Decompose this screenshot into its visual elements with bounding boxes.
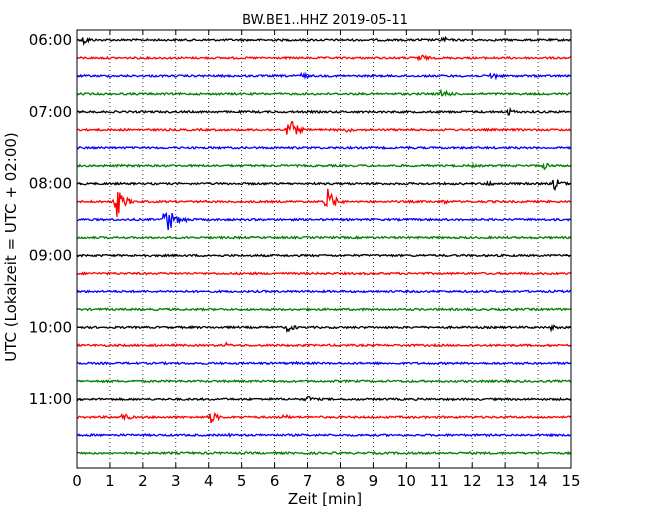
trace-0700 — [76, 106, 572, 116]
x-tick-label: 7 — [303, 472, 313, 490]
x-tick-label: 4 — [204, 472, 214, 490]
x-tick-label: 2 — [138, 472, 148, 490]
x-tick-label: 14 — [529, 472, 548, 490]
x-tick-label: 1 — [105, 472, 115, 490]
y-axis-label: UTC (Lokalzeit = UTC + 02:00) — [2, 132, 20, 362]
trace-1030 — [76, 360, 572, 366]
x-tick-label: 5 — [237, 472, 247, 490]
chart-title: BW.BE1..HHZ 2019-05-11 — [242, 13, 408, 28]
trace-0900 — [76, 253, 572, 258]
trace-0945 — [76, 306, 572, 312]
trace-1145 — [76, 450, 572, 456]
trace-1115 — [76, 412, 572, 424]
trace-0815 — [76, 188, 572, 217]
y-tick-label: 08:00 — [29, 175, 72, 193]
x-tick-label: 3 — [171, 472, 181, 490]
x-tick-label: 10 — [397, 472, 416, 490]
x-tick-label: 12 — [463, 472, 482, 490]
y-tick-label: 07:00 — [29, 103, 72, 121]
trace-0600 — [76, 35, 572, 47]
x-tick-label: 8 — [336, 472, 346, 490]
x-tick-label: 0 — [72, 472, 82, 490]
trace-0730 — [76, 145, 572, 151]
y-tick-label: 11:00 — [29, 390, 72, 408]
trace-0745 — [76, 162, 572, 171]
trace-1130 — [76, 432, 572, 438]
y-tick-label: 09:00 — [29, 247, 72, 265]
axis-ticks: 0 1 2 3 4 5 6 7 8 9 10 11 12 13 14 1506:0007:0008:0009:… — [29, 30, 581, 490]
trace-0830 — [77, 211, 572, 231]
x-tick-label: 15 — [561, 472, 580, 490]
x-tick-label: 11 — [430, 472, 449, 490]
x-tick-label: 9 — [369, 472, 379, 490]
trace-0615 — [76, 54, 572, 62]
x-tick-label: 6 — [270, 472, 280, 490]
y-tick-label: 06:00 — [29, 31, 72, 49]
trace-group — [76, 35, 572, 456]
trace-0630 — [76, 71, 572, 81]
trace-1015 — [76, 341, 572, 348]
trace-0715 — [76, 120, 572, 135]
trace-0800 — [76, 179, 572, 192]
trace-0645 — [76, 88, 572, 97]
x-axis-label: Zeit [min] — [288, 490, 362, 508]
grid-lines — [109, 30, 539, 468]
y-tick-label: 10:00 — [29, 318, 72, 336]
trace-0915 — [76, 271, 572, 276]
x-tick-label: 13 — [496, 472, 515, 490]
plot-frame — [76, 29, 572, 469]
trace-0845 — [76, 235, 572, 240]
trace-1000 — [76, 323, 572, 334]
trace-1100 — [76, 395, 572, 402]
trace-1045 — [77, 378, 572, 384]
trace-0930 — [76, 288, 572, 294]
